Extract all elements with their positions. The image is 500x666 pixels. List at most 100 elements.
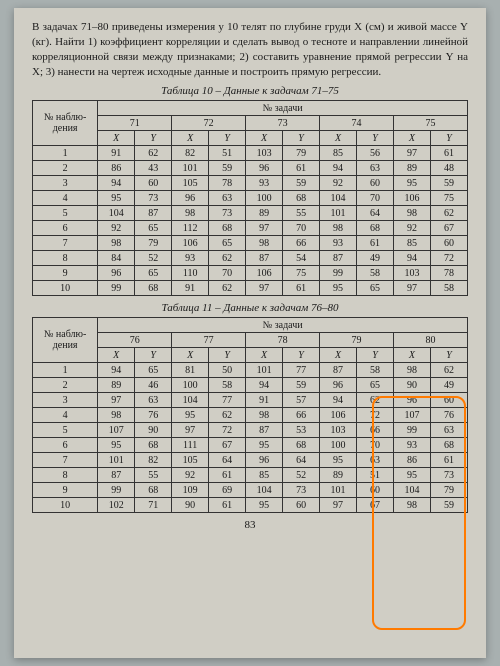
- var-col: Y: [430, 348, 467, 363]
- cell: 104: [246, 483, 283, 498]
- cell: 58: [357, 363, 394, 378]
- cell: 92: [320, 176, 357, 191]
- cell: 60: [430, 236, 467, 251]
- cell: 2: [33, 161, 98, 176]
- cell: 72: [357, 408, 394, 423]
- cell: 1: [33, 146, 98, 161]
- cell: 63: [135, 393, 172, 408]
- cell: 76: [135, 408, 172, 423]
- cell: 65: [135, 266, 172, 281]
- cell: 5: [33, 423, 98, 438]
- cell: 64: [283, 453, 320, 468]
- task-col: 79: [320, 333, 394, 348]
- cell: 73: [430, 468, 467, 483]
- cell: 55: [135, 468, 172, 483]
- cell: 82: [135, 453, 172, 468]
- task-col: 72: [172, 116, 246, 131]
- task-col: 74: [320, 116, 394, 131]
- table-row: 69568111679568100709368: [33, 438, 468, 453]
- cell: 107: [98, 423, 135, 438]
- cell: 67: [357, 498, 394, 513]
- cell: 63: [209, 191, 246, 206]
- cell: 2: [33, 378, 98, 393]
- cell: 86: [394, 453, 431, 468]
- cell: 94: [98, 363, 135, 378]
- cell: 69: [209, 483, 246, 498]
- cell: 68: [357, 221, 394, 236]
- table-row: 1916282511037985569761: [33, 146, 468, 161]
- cell: 91: [172, 281, 209, 296]
- cell: 70: [283, 221, 320, 236]
- cell: 103: [246, 146, 283, 161]
- cell: 72: [430, 251, 467, 266]
- cell: 95: [98, 438, 135, 453]
- cell: 91: [98, 146, 135, 161]
- table-row: 2894610058945996659049: [33, 378, 468, 393]
- cell: 68: [135, 438, 172, 453]
- cell: 98: [246, 408, 283, 423]
- var-col: X: [246, 348, 283, 363]
- cell: 66: [357, 423, 394, 438]
- cell: 107: [394, 408, 431, 423]
- cell: 59: [209, 161, 246, 176]
- cell: 70: [357, 438, 394, 453]
- cell: 90: [135, 423, 172, 438]
- cell: 6: [33, 438, 98, 453]
- cell: 5: [33, 206, 98, 221]
- cell: 93: [320, 236, 357, 251]
- var-col: X: [172, 348, 209, 363]
- cell: 109: [172, 483, 209, 498]
- cell: 59: [283, 176, 320, 191]
- cell: 101: [320, 206, 357, 221]
- cell: 97: [246, 221, 283, 236]
- table-row: 2864310159966194638948: [33, 161, 468, 176]
- cell: 106: [320, 408, 357, 423]
- cell: 58: [357, 266, 394, 281]
- cell: 60: [135, 176, 172, 191]
- task-col: 80: [394, 333, 468, 348]
- cell: 63: [357, 453, 394, 468]
- cell: 62: [357, 393, 394, 408]
- cell: 51: [209, 146, 246, 161]
- cell: 1: [33, 363, 98, 378]
- cell: 99: [98, 281, 135, 296]
- var-col: Y: [283, 131, 320, 146]
- cell: 62: [430, 206, 467, 221]
- var-col: X: [394, 131, 431, 146]
- cell: 61: [283, 161, 320, 176]
- cell: 64: [357, 206, 394, 221]
- cell: 96: [246, 161, 283, 176]
- cell: 85: [320, 146, 357, 161]
- cell: 98: [98, 236, 135, 251]
- cell: 73: [209, 206, 246, 221]
- intro-text: В задачах 71–80 приведены измерения у 10…: [32, 20, 468, 79]
- cell: 89: [246, 206, 283, 221]
- cell: 46: [135, 378, 172, 393]
- cell: 95: [246, 498, 283, 513]
- cell: 61: [430, 146, 467, 161]
- var-col: Y: [430, 131, 467, 146]
- cell: 62: [209, 251, 246, 266]
- cell: 95: [320, 281, 357, 296]
- cell: 66: [283, 408, 320, 423]
- var-col: Y: [357, 348, 394, 363]
- cell: 51: [357, 468, 394, 483]
- cell: 68: [209, 221, 246, 236]
- var-col: X: [172, 131, 209, 146]
- cell: 9: [33, 483, 98, 498]
- cell: 72: [209, 423, 246, 438]
- cell: 96: [320, 378, 357, 393]
- cell: 62: [135, 146, 172, 161]
- cell: 98: [246, 236, 283, 251]
- table-row: 887559261855289519573: [33, 468, 468, 483]
- cell: 104: [394, 483, 431, 498]
- cell: 94: [98, 176, 135, 191]
- cell: 68: [283, 438, 320, 453]
- cell: 95: [172, 408, 209, 423]
- cell: 10: [33, 281, 98, 296]
- table-row: 71018210564966495638661: [33, 453, 468, 468]
- cell: 8: [33, 251, 98, 266]
- cell: 98: [172, 206, 209, 221]
- task-col: 78: [246, 333, 320, 348]
- var-col: Y: [283, 348, 320, 363]
